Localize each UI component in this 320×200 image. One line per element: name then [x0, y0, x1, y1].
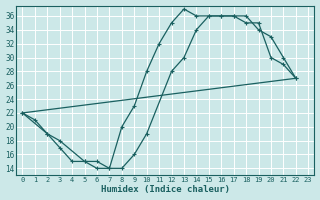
X-axis label: Humidex (Indice chaleur): Humidex (Indice chaleur): [101, 185, 230, 194]
